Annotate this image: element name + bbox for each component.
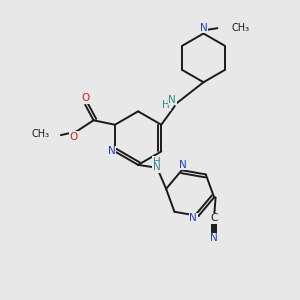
Text: N: N (210, 233, 218, 243)
Text: CH₃: CH₃ (231, 23, 249, 33)
Text: O: O (81, 93, 89, 103)
Text: N: N (107, 146, 115, 157)
Text: H: H (153, 157, 160, 167)
Text: N: N (168, 95, 176, 105)
Text: CH₃: CH₃ (32, 129, 50, 139)
Text: H: H (163, 100, 170, 110)
Text: O: O (70, 132, 78, 142)
Text: N: N (179, 160, 187, 170)
Text: N: N (189, 213, 197, 224)
Text: N: N (153, 162, 160, 172)
Text: C: C (210, 213, 218, 223)
Text: N: N (200, 22, 207, 32)
